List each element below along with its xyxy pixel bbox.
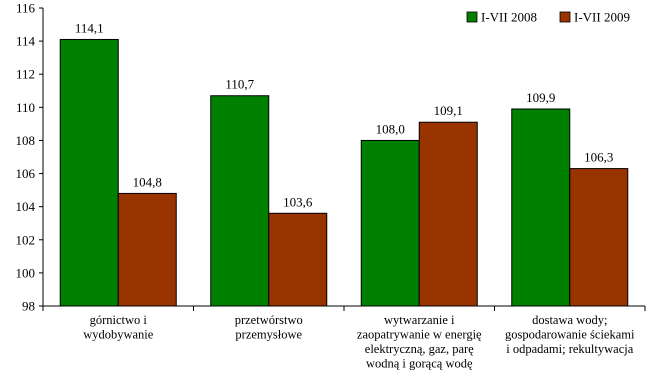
category-label: przemysłowe (235, 328, 302, 342)
category-label: elektryczną, gaz, parę (365, 342, 474, 356)
y-tick-label: 100 (16, 265, 36, 280)
data-label: 103,6 (283, 194, 313, 209)
x-axis (42, 305, 646, 311)
bar-2009-cat-0 (117, 192, 177, 307)
legend-swatch (466, 11, 478, 23)
category-label: górnictwo i (90, 313, 148, 327)
bar-2008-cat-2 (360, 139, 420, 307)
y-tick-label: 112 (16, 67, 35, 82)
data-label: 106,3 (584, 150, 613, 165)
bar-2008-cat-1 (210, 95, 270, 307)
legend: I-VII 2008 I-VII 2009 (466, 10, 630, 25)
y-tick-label: 104 (16, 199, 36, 214)
legend-label: I-VII 2009 (574, 10, 630, 25)
data-label: 108,0 (376, 121, 405, 136)
bar-2009-cat-3 (569, 168, 629, 307)
y-tick-label: 110 (16, 100, 35, 115)
category-label: wytwarzanie i (384, 313, 455, 327)
category-label: wydobywanie (83, 328, 154, 342)
bars (59, 38, 629, 307)
data-label: 114,1 (75, 20, 104, 35)
category-label: gospodarowanie ściekami (505, 328, 635, 342)
data-label: 110,7 (225, 77, 254, 92)
data-label: 109,1 (434, 103, 463, 118)
y-tick-label: 116 (16, 1, 36, 16)
category-label: i odpadami; rekultywacja (506, 342, 633, 356)
category-label: zaopatrywanie w energię (357, 328, 482, 342)
value-labels: 114,1 104,8 110,7 103,6 108,0 109,1 109,9 106,3 (75, 20, 614, 209)
bar-2008-cat-0 (59, 38, 119, 307)
y-tick-label: 102 (16, 232, 36, 247)
category-label: dostawa wody; (532, 313, 607, 327)
y-tick-label: 98 (22, 299, 35, 314)
data-label: 109,9 (526, 90, 555, 105)
category-label: przetwórstwo (235, 313, 303, 327)
legend-swatch (559, 11, 571, 23)
bar-2009-cat-1 (268, 212, 328, 307)
data-label: 104,8 (133, 174, 162, 189)
y-tick-label: 106 (16, 166, 36, 181)
y-tick-label: 108 (16, 133, 36, 148)
category-label: wodną i gorącą wodę (366, 357, 473, 371)
legend-label: I-VII 2008 (481, 10, 537, 25)
bar-2009-cat-2 (418, 121, 478, 307)
y-tick-label: 114 (16, 34, 36, 49)
y-axis: 98 100 102 104 106 108 110 112 114 116 (16, 1, 44, 314)
bar-2008-cat-3 (511, 108, 571, 307)
